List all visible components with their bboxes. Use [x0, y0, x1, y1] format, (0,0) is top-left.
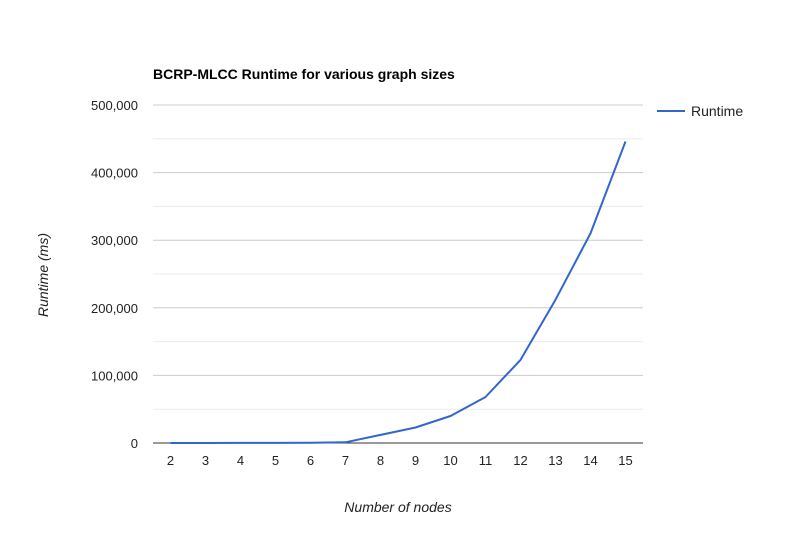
series-layer	[170, 141, 627, 444]
x-tick-label: 11	[479, 453, 493, 468]
y-tick-label: 500,000	[91, 98, 138, 113]
x-tick-label: 4	[237, 453, 244, 468]
y-tick-label: 100,000	[91, 368, 138, 383]
x-tick-label: 6	[307, 453, 314, 468]
legend[interactable]: Runtime	[657, 103, 743, 119]
x-tick-label: 13	[548, 453, 562, 468]
x-tick-label: 14	[583, 453, 597, 468]
y-tick-label: 300,000	[91, 233, 138, 248]
x-tick-label: 5	[272, 453, 279, 468]
x-tick-label: 7	[342, 453, 349, 468]
x-tick-label: 10	[443, 453, 457, 468]
x-tick-label: 2	[167, 453, 174, 468]
x-tick-label: 9	[412, 453, 419, 468]
y-axis-label: Runtime (ms)	[35, 233, 51, 317]
x-tick-label: 8	[377, 453, 384, 468]
y-tick-label: 400,000	[91, 166, 138, 181]
series-line-runtime[interactable]	[170, 141, 627, 444]
gridlines	[153, 104, 643, 410]
x-tick-label: 15	[618, 453, 632, 468]
y-tick-label: 0	[131, 436, 138, 451]
chart-title: BCRP-MLCC Runtime for various graph size…	[153, 66, 455, 82]
legend-label-runtime: Runtime	[691, 103, 743, 119]
x-tick-label: 12	[513, 453, 527, 468]
y-axis-ticks: 0 100,000 200,000 300,000 400,000 500,000	[91, 98, 138, 451]
x-axis-label: Number of nodes	[344, 499, 451, 515]
x-axis-ticks: 2 3 4 5 6 7 8 9 10 11 12 13 14 15	[167, 453, 633, 468]
y-tick-label: 200,000	[91, 301, 138, 316]
x-tick-label: 3	[202, 453, 209, 468]
